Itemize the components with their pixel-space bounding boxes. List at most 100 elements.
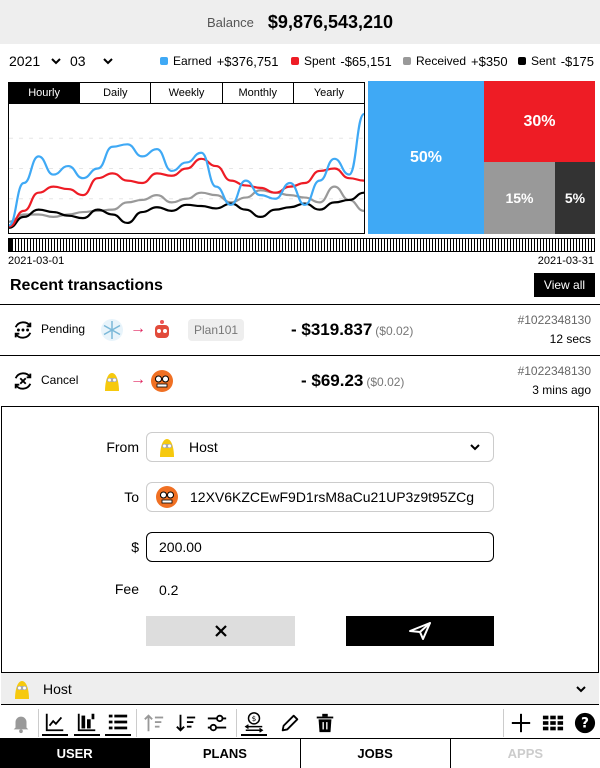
tab-yearly[interactable]: Yearly <box>293 83 365 103</box>
tab-monthly[interactable]: Monthly <box>222 83 294 103</box>
legend-earned: Earned +$376,751 <box>160 52 279 70</box>
legend-swatch <box>291 57 299 65</box>
nav-apps[interactable]: APPS <box>507 746 544 761</box>
toolbar-divider <box>38 709 39 737</box>
month-select[interactable]: 03 <box>70 50 114 72</box>
list-icon[interactable] <box>105 710 131 736</box>
nav-plans[interactable]: PLANS <box>150 739 301 768</box>
tab-weekly[interactable]: Weekly <box>151 83 223 103</box>
transfer-icon[interactable]: $ <box>241 710 267 736</box>
line-chart-svg <box>8 112 366 229</box>
trash-icon[interactable] <box>312 710 338 736</box>
send-icon <box>409 622 431 640</box>
legend-received: Received +$350 <box>403 52 508 70</box>
toolbar-divider <box>236 709 237 737</box>
chevron-down-icon <box>51 58 61 65</box>
legend-amount: +$376,751 <box>216 53 279 69</box>
line-chart-icon[interactable] <box>42 710 68 736</box>
from-select[interactable]: Host <box>146 432 494 462</box>
legend-swatch <box>160 57 168 65</box>
chevron-down-icon <box>470 444 480 451</box>
amount-input-value: 200.00 <box>159 539 202 555</box>
transaction-time: 12 secs <box>549 332 591 346</box>
to-label: To <box>124 489 139 505</box>
transaction-row[interactable]: Cancel → - $69.23 ($0.02) #1022348130 3 m… <box>0 355 600 406</box>
arrow-right-icon: → <box>130 371 146 388</box>
timeline-start-date: 2021-03-01 <box>8 255 65 267</box>
sort-asc-icon[interactable] <box>141 710 167 736</box>
account-name: Host <box>43 680 72 697</box>
from-value: Host <box>189 439 218 455</box>
transaction-id[interactable]: #1022348130 <box>517 313 591 327</box>
send-form <box>1 406 599 673</box>
pencil-icon[interactable] <box>277 710 303 736</box>
transaction-time: 3 mins ago <box>532 383 591 397</box>
transaction-id[interactable]: #1022348130 <box>517 364 591 378</box>
transaction-row[interactable]: Pending → Plan101 - $319.837 ($0.02) #102… <box>0 304 600 355</box>
legend-swatch <box>403 57 411 65</box>
line-chart <box>8 104 366 234</box>
nav-user[interactable]: USER <box>0 739 151 768</box>
svg-text:?: ? <box>581 716 589 732</box>
view-all-button[interactable]: View all <box>534 273 595 297</box>
year-select[interactable]: 2021 <box>9 50 62 72</box>
transaction-status: Pending <box>41 322 86 336</box>
legend-label: Sent <box>531 54 556 68</box>
host-avatar-icon <box>15 680 29 699</box>
chevron-down-icon <box>576 685 586 692</box>
toolbar-divider <box>503 709 504 737</box>
cancel-button[interactable] <box>146 616 295 646</box>
to-address-field[interactable]: 12XV6KZCEwF9D1rsM8aCu21UP3z9t95ZCg <box>146 482 494 512</box>
orange-bot-avatar-icon <box>156 486 178 508</box>
share-block-received: 15% <box>484 162 555 234</box>
fee-label: Fee <box>114 581 139 597</box>
tab-daily[interactable]: Daily <box>80 83 152 103</box>
tab-hourly[interactable]: Hourly <box>9 83 81 103</box>
timeline-handle[interactable] <box>9 239 13 251</box>
toolbar: $ ? <box>0 705 600 739</box>
account-selector[interactable]: Host <box>1 672 599 705</box>
balance-value: $9,876,543,210 <box>267 11 394 32</box>
share-label: 50% <box>409 148 443 166</box>
share-label: 30% <box>523 112 556 130</box>
svg-text:$: $ <box>252 714 257 723</box>
plan-chip[interactable]: Plan101 <box>188 319 245 341</box>
bar-chart-icon[interactable] <box>74 710 100 736</box>
balance-label: Balance <box>206 14 254 30</box>
legend-swatch <box>518 57 526 65</box>
share-block-spent: 30% <box>484 81 595 162</box>
sliders-icon[interactable] <box>204 710 230 736</box>
transaction-amount: - $69.23 ($0.02) <box>301 371 404 391</box>
nav-jobs[interactable]: JOBS <box>301 739 451 768</box>
chevron-down-icon <box>102 58 113 65</box>
transaction-fee: ($0.02) <box>366 375 405 389</box>
grid-icon[interactable] <box>540 710 566 736</box>
amount-input[interactable]: 200.00 <box>146 532 494 562</box>
orange-bot-avatar-icon <box>151 370 173 392</box>
pending-icon <box>14 321 32 339</box>
help-icon[interactable]: ? <box>572 710 598 736</box>
bell-icon[interactable] <box>8 710 34 736</box>
series-line-received <box>8 185 365 223</box>
to-address-value: 12XV6KZCEwF9D1rsM8aCu21UP3z9t95ZCg <box>190 489 475 505</box>
amount-label: $ <box>131 539 139 555</box>
bottom-nav: USER PLANS JOBS APPS <box>0 738 600 768</box>
from-label: From <box>106 439 139 455</box>
share-label: 5% <box>564 190 586 206</box>
send-button[interactable] <box>346 616 494 646</box>
share-block-earned: 50% <box>368 81 484 234</box>
toolbar-divider <box>136 709 137 737</box>
legend-amount: -$175 <box>560 53 594 69</box>
series-line-spent <box>8 157 365 228</box>
legend-sent: Sent -$175 <box>518 52 594 70</box>
sort-desc-icon[interactable] <box>173 710 199 736</box>
legend-label: Received <box>416 54 467 68</box>
transaction-amount: - $319.837 ($0.02) <box>291 320 413 340</box>
balance-bar: Balance $9,876,543,210 <box>0 0 600 44</box>
share-label: 15% <box>505 190 534 206</box>
plus-icon[interactable] <box>508 710 534 736</box>
recent-transactions-title: Recent transactions <box>10 277 163 294</box>
timeline-scrubber[interactable] <box>8 238 595 252</box>
arrow-right-icon: → <box>130 320 146 337</box>
host-avatar-icon <box>105 373 119 391</box>
